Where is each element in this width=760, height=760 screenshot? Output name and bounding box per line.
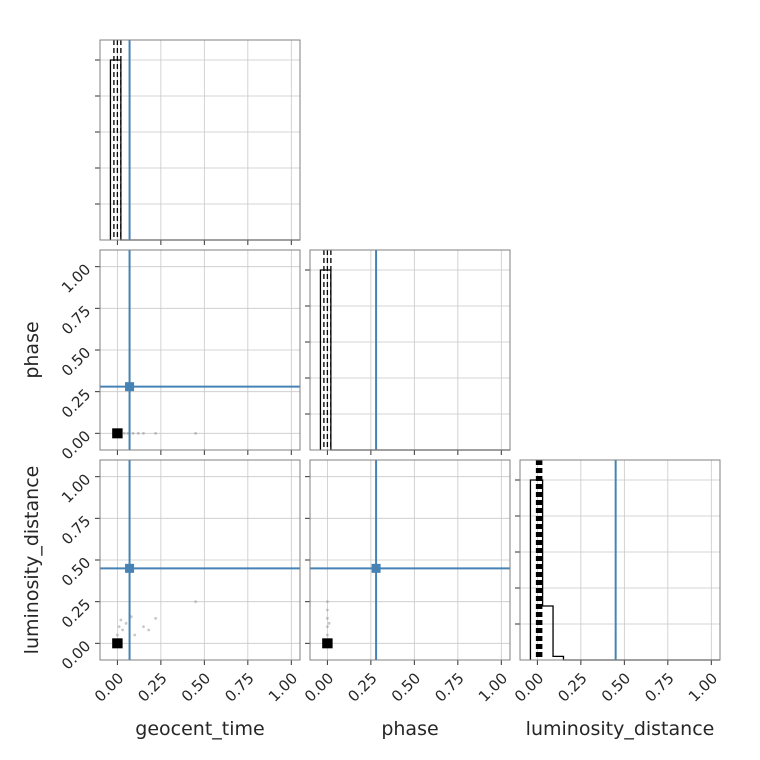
sample-point	[124, 621, 128, 625]
sample-point	[325, 625, 329, 629]
x-tick-label: 0.00	[301, 669, 337, 705]
sample-point	[325, 616, 329, 620]
sample-point	[121, 628, 125, 632]
axes-frame	[519, 459, 721, 661]
scatter-panel-geocent_time-vs-luminosity_distance	[95, 459, 301, 665]
hist-panel-luminosity_distance	[515, 459, 721, 665]
sample-point	[117, 625, 121, 629]
x-tick-label: 0.50	[598, 669, 634, 705]
sample-point	[142, 431, 145, 435]
y-tick-label: 0.00	[58, 637, 94, 673]
y-axis-label-phase: phase	[21, 321, 43, 378]
x-axis-label-geocent_time: geocent_time	[135, 718, 264, 740]
sample-point	[126, 431, 130, 435]
axes-frame	[309, 459, 511, 661]
x-tick-label: 0.25	[554, 669, 590, 705]
axes-frame	[99, 39, 301, 241]
sample-point	[194, 431, 198, 435]
truth-marker	[125, 563, 135, 573]
x-tick-label: 0.00	[511, 669, 547, 705]
sample-point	[325, 633, 329, 637]
hist-panel-phase	[305, 249, 511, 455]
histogram-bars	[109, 59, 300, 241]
y-tick-label: 0.75	[58, 302, 94, 338]
y-tick-label: 0.25	[58, 385, 94, 421]
truth-marker	[371, 563, 381, 573]
y-tick-label: 0.25	[58, 595, 94, 631]
sample-point	[154, 431, 158, 435]
y-tick-label: 1.00	[58, 260, 94, 296]
histogram-bars	[319, 269, 510, 451]
y-tick-label: 0.50	[58, 344, 94, 380]
x-tick-label: 0.25	[134, 669, 170, 705]
sample-point	[154, 616, 158, 620]
x-tick-label: 0.25	[344, 669, 380, 705]
y-tick-label: 0.50	[58, 554, 94, 590]
x-tick-label: 1.00	[475, 669, 511, 705]
y-tick-label: 0.00	[58, 427, 94, 463]
y-tick-label: 1.00	[58, 470, 94, 506]
sample-point	[136, 431, 140, 435]
sample-point	[147, 628, 151, 632]
x-axis-label-luminosity_distance: luminosity_distance	[526, 718, 715, 740]
sample-point	[119, 618, 123, 622]
scatter-panel-geocent_time-vs-phase	[95, 249, 301, 455]
y-tick-label: 0.75	[58, 512, 94, 548]
x-tick-label: 0.75	[221, 669, 257, 705]
x-tick-label: 1.00	[685, 669, 721, 705]
sample-point	[142, 625, 145, 629]
density-core	[112, 638, 123, 649]
sample-point	[122, 431, 126, 435]
axes-frame	[99, 249, 301, 451]
x-tick-label: 0.50	[178, 669, 214, 705]
sample-point	[129, 615, 133, 619]
scatter-panel-phase-vs-luminosity_distance	[305, 459, 511, 665]
truth-marker	[125, 382, 135, 392]
hist-panel-geocent_time	[95, 39, 301, 245]
axes-frame	[309, 249, 511, 451]
x-axis-label-phase: phase	[381, 718, 438, 740]
y-axis-label-luminosity_distance: luminosity_distance	[21, 466, 43, 655]
density-core	[112, 428, 123, 439]
x-tick-label: 0.00	[91, 669, 127, 705]
histogram-bars	[529, 479, 720, 661]
sample-point	[194, 600, 198, 604]
sample-point	[327, 621, 331, 625]
density-core	[322, 638, 333, 649]
sample-point	[115, 633, 119, 637]
sample-point	[325, 600, 329, 604]
x-tick-label: 0.75	[431, 669, 467, 705]
x-tick-label: 0.75	[641, 669, 677, 705]
sample-point	[131, 431, 135, 435]
x-tick-label: 1.00	[265, 669, 301, 705]
axes-frame	[99, 459, 301, 661]
sample-point	[325, 608, 329, 612]
x-tick-label: 0.50	[388, 669, 424, 705]
sample-point	[133, 633, 137, 637]
